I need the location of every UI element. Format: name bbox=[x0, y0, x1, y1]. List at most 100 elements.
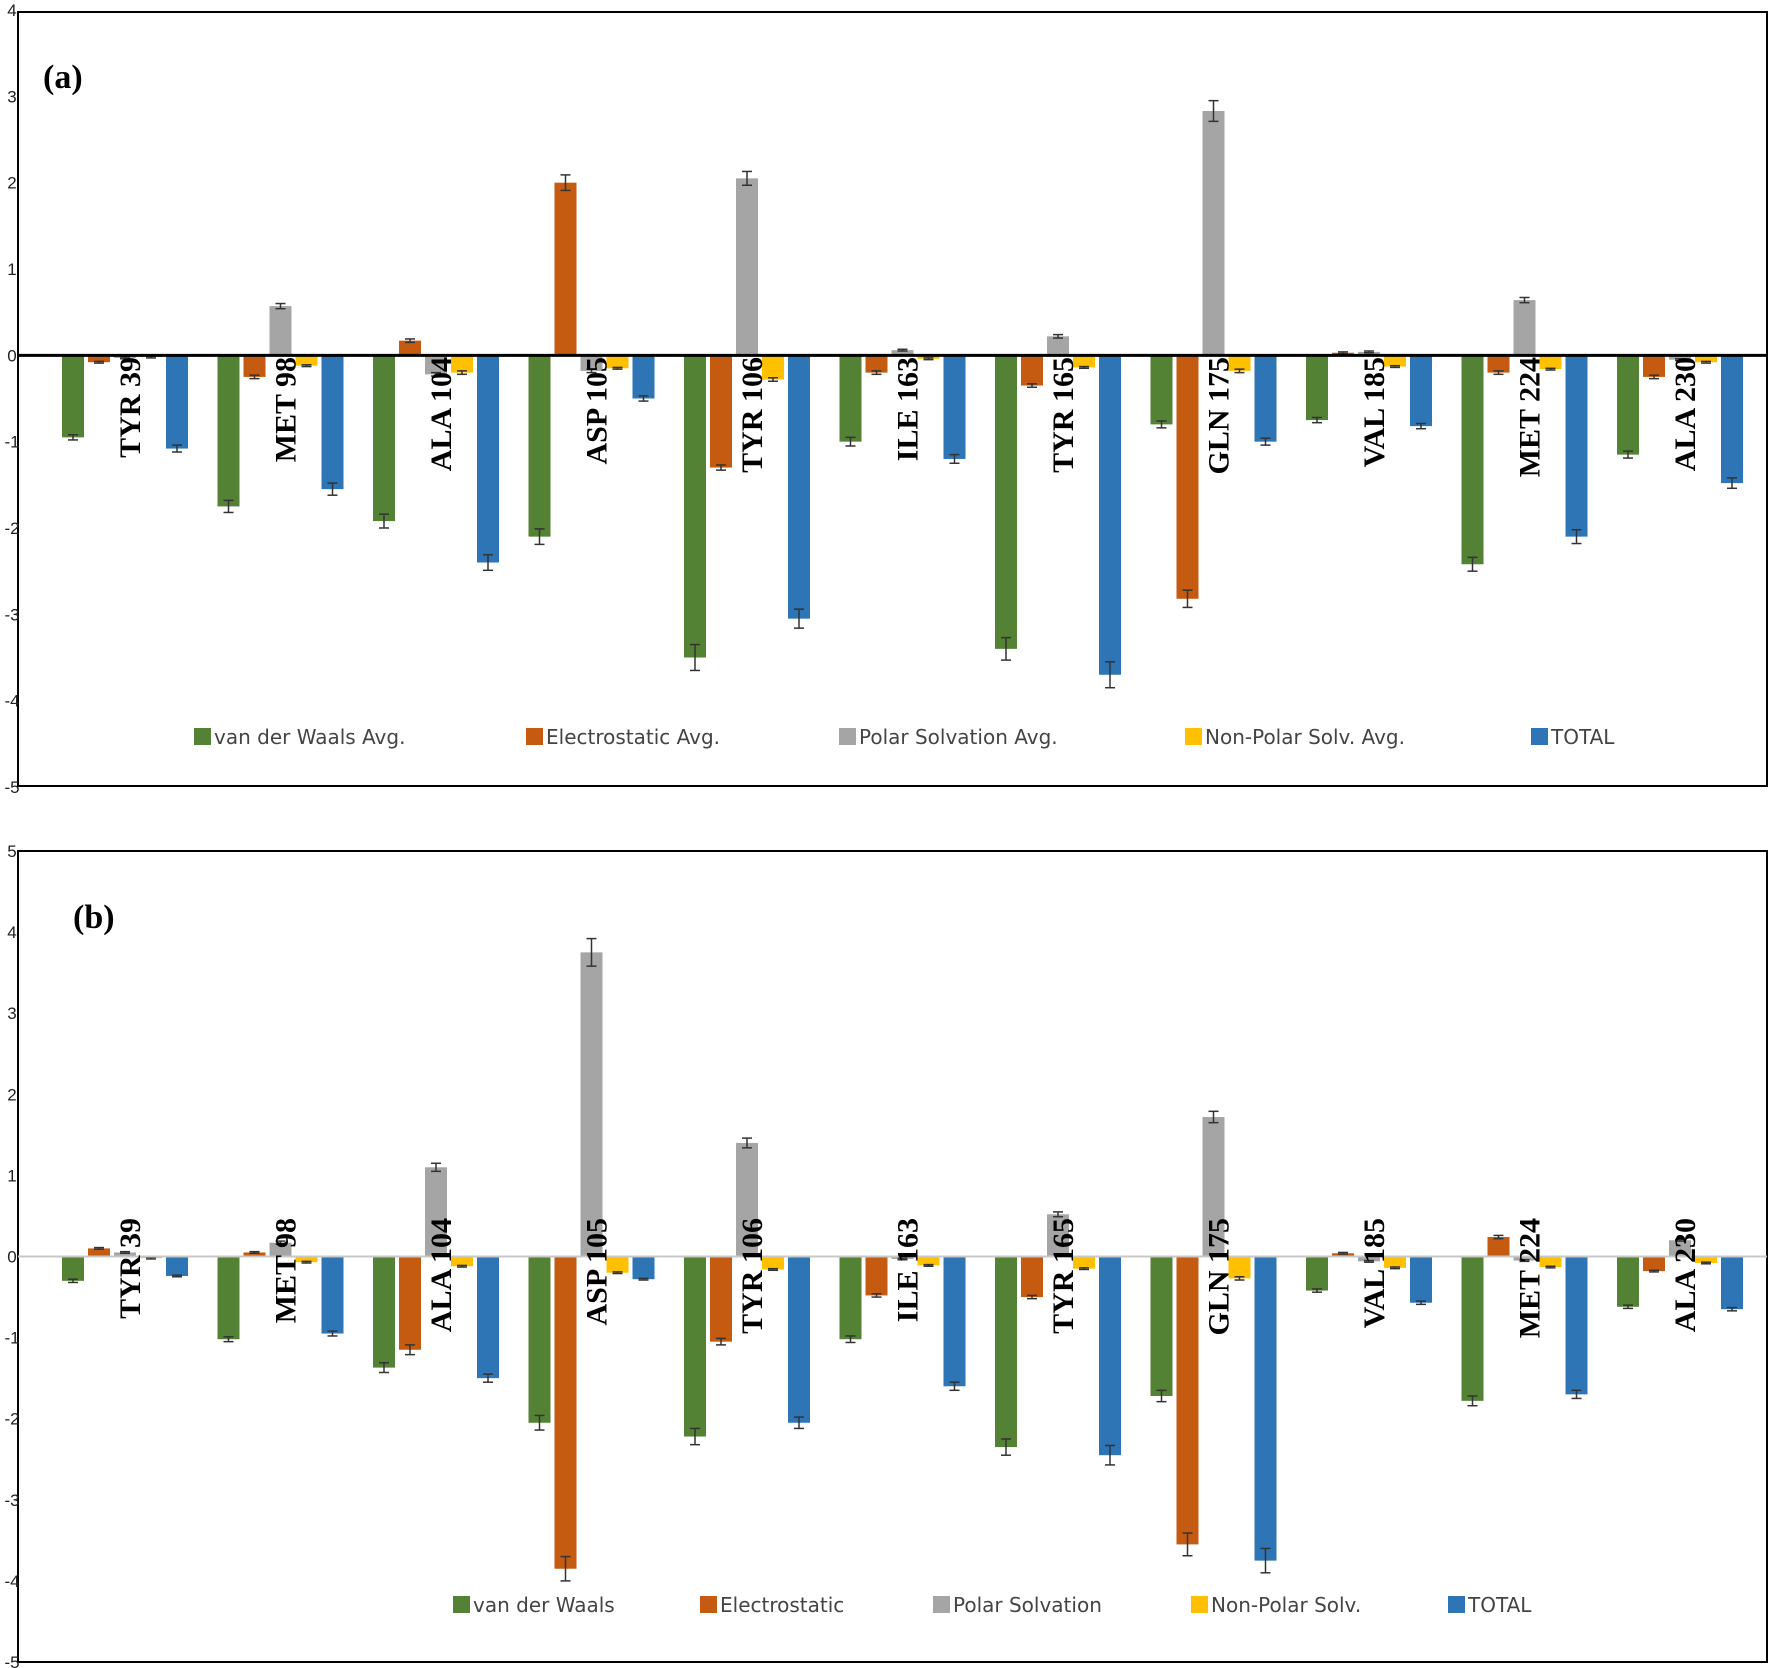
bar bbox=[1695, 355, 1717, 363]
bar bbox=[684, 1256, 706, 1437]
bar bbox=[736, 178, 758, 356]
bar bbox=[632, 355, 655, 399]
category-label: ALA 104 bbox=[425, 1218, 458, 1332]
bar bbox=[865, 1256, 888, 1296]
bar bbox=[1565, 355, 1588, 537]
bar bbox=[1461, 355, 1484, 565]
bar bbox=[1254, 1256, 1277, 1561]
bar bbox=[1643, 355, 1665, 377]
bar bbox=[1384, 355, 1406, 367]
category-label: TYR 39 bbox=[114, 357, 147, 458]
y-tick-label: 2 bbox=[7, 174, 16, 193]
bar bbox=[166, 355, 188, 449]
category-label: ILE 163 bbox=[891, 1218, 924, 1322]
category-label: ALA 104 bbox=[425, 357, 458, 471]
bar bbox=[1099, 355, 1121, 675]
bar bbox=[425, 1167, 447, 1257]
bar bbox=[554, 1256, 577, 1569]
bar bbox=[528, 355, 551, 537]
y-tick-label: 1 bbox=[7, 1166, 16, 1185]
category-label: ASP 105 bbox=[580, 1218, 613, 1326]
bar bbox=[399, 340, 421, 356]
category-label: GLN 175 bbox=[1202, 1218, 1235, 1336]
bar bbox=[1228, 1256, 1251, 1279]
bar bbox=[865, 355, 888, 373]
bar bbox=[1150, 1256, 1173, 1396]
bar bbox=[1410, 355, 1432, 427]
bar bbox=[1695, 1256, 1717, 1263]
bar bbox=[1202, 1117, 1225, 1257]
bar bbox=[943, 1256, 966, 1387]
bar bbox=[943, 355, 966, 459]
bar bbox=[580, 355, 603, 371]
bar bbox=[710, 355, 732, 468]
y-tick-label: -4 bbox=[4, 692, 19, 711]
bar bbox=[477, 1256, 499, 1379]
bar bbox=[554, 182, 577, 356]
y-tick-label: -1 bbox=[4, 1329, 19, 1348]
bar bbox=[606, 1256, 629, 1273]
bar bbox=[1047, 1214, 1069, 1257]
category-label: MET 98 bbox=[269, 1218, 302, 1323]
bar bbox=[321, 1256, 344, 1334]
legend-swatch bbox=[933, 1596, 950, 1613]
category-label: TYR 106 bbox=[736, 357, 769, 473]
category-label: ALA 230 bbox=[1669, 1218, 1702, 1332]
bar bbox=[1176, 1256, 1199, 1545]
bar bbox=[477, 355, 499, 563]
legend-label: Polar Solvation bbox=[953, 1593, 1102, 1617]
bar bbox=[1021, 355, 1043, 386]
bar bbox=[399, 1256, 421, 1350]
legend-label: Polar Solvation Avg. bbox=[859, 725, 1058, 749]
bar bbox=[684, 355, 706, 658]
bar bbox=[295, 355, 318, 366]
y-tick-label: -3 bbox=[4, 605, 19, 624]
y-tick-label: 3 bbox=[7, 87, 16, 106]
legend-swatch bbox=[1448, 1596, 1465, 1613]
bar bbox=[710, 1256, 732, 1342]
category-label: TYR 106 bbox=[736, 1218, 769, 1334]
legend-label: TOTAL bbox=[1550, 725, 1615, 749]
bar bbox=[839, 355, 862, 442]
panel-border bbox=[17, 11, 1768, 787]
bar bbox=[1358, 351, 1380, 356]
legend-label: van der Waals Avg. bbox=[214, 725, 405, 749]
bar bbox=[1073, 1256, 1095, 1269]
bar bbox=[995, 355, 1017, 649]
bar bbox=[1617, 1256, 1639, 1307]
bar bbox=[762, 355, 784, 380]
bar bbox=[373, 355, 395, 522]
category-label: VAL 185 bbox=[1358, 357, 1391, 467]
bar bbox=[580, 952, 603, 1257]
bar bbox=[1021, 1256, 1043, 1298]
panel-label: (a) bbox=[43, 59, 83, 96]
bar bbox=[1410, 1256, 1432, 1303]
bar bbox=[114, 1252, 136, 1257]
bar bbox=[917, 1256, 940, 1266]
y-tick-label: 5 bbox=[7, 842, 16, 861]
bar bbox=[736, 1142, 758, 1257]
y-tick-label: -5 bbox=[4, 1653, 19, 1668]
bar bbox=[1539, 1256, 1562, 1268]
bar bbox=[1254, 355, 1277, 442]
bar bbox=[891, 350, 914, 356]
bar bbox=[1513, 1256, 1536, 1261]
y-tick-label: 0 bbox=[7, 346, 16, 365]
bar bbox=[269, 306, 292, 356]
bar bbox=[243, 1252, 266, 1257]
bar bbox=[1202, 111, 1225, 356]
category-label: MET 98 bbox=[269, 357, 302, 462]
bar bbox=[1669, 355, 1691, 360]
bar bbox=[321, 355, 344, 490]
legend-label: TOTAL bbox=[1467, 1593, 1532, 1617]
bar bbox=[995, 1256, 1017, 1448]
legend-label: van der Waals bbox=[473, 1593, 615, 1617]
category-label: ASP 105 bbox=[580, 357, 613, 465]
category-label: TYR 165 bbox=[1047, 357, 1080, 473]
y-tick-label: 0 bbox=[7, 1248, 16, 1267]
category-label: MET 224 bbox=[1513, 1218, 1546, 1338]
legend-swatch bbox=[1185, 728, 1202, 745]
y-tick-label: 4 bbox=[7, 923, 16, 942]
bar bbox=[451, 355, 473, 373]
